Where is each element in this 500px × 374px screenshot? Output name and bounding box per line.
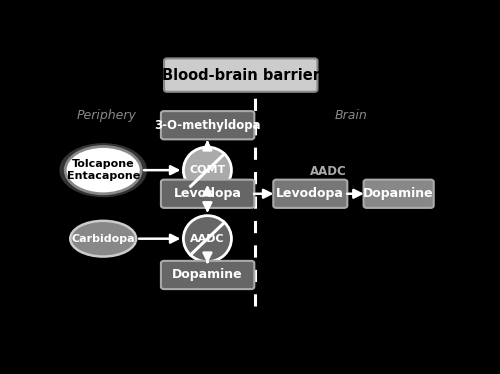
Text: Carbidopa: Carbidopa xyxy=(72,234,135,244)
Text: Levodopa: Levodopa xyxy=(276,187,344,200)
FancyBboxPatch shape xyxy=(164,58,318,92)
Ellipse shape xyxy=(184,216,232,262)
Text: AADC: AADC xyxy=(310,165,346,178)
FancyBboxPatch shape xyxy=(364,180,434,208)
FancyBboxPatch shape xyxy=(161,261,254,289)
Ellipse shape xyxy=(70,221,136,257)
Text: Blood-brain barrier: Blood-brain barrier xyxy=(162,68,320,83)
Text: COMT: COMT xyxy=(190,165,226,175)
Text: AADC: AADC xyxy=(190,234,224,244)
FancyBboxPatch shape xyxy=(274,180,347,208)
FancyBboxPatch shape xyxy=(161,111,254,140)
Text: Tolcapone
Entacapone: Tolcapone Entacapone xyxy=(66,159,140,181)
Ellipse shape xyxy=(184,147,232,193)
Text: Periphery: Periphery xyxy=(77,109,137,122)
Text: Dopamine: Dopamine xyxy=(172,269,243,282)
Ellipse shape xyxy=(60,143,147,197)
Text: Dopamine: Dopamine xyxy=(364,187,434,200)
FancyBboxPatch shape xyxy=(161,180,254,208)
Text: 3-O-methyldopa: 3-O-methyldopa xyxy=(154,119,261,132)
Text: Brain: Brain xyxy=(335,109,368,122)
Text: Levodopa: Levodopa xyxy=(174,187,242,200)
Ellipse shape xyxy=(65,147,141,194)
